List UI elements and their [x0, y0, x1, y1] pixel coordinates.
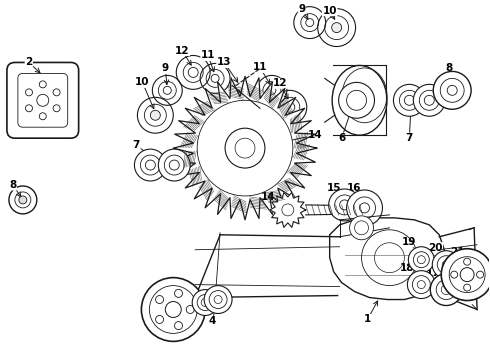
Ellipse shape	[332, 66, 387, 135]
Circle shape	[150, 110, 160, 120]
Circle shape	[441, 249, 490, 301]
Circle shape	[460, 268, 474, 282]
Circle shape	[433, 71, 471, 109]
Text: 21: 21	[450, 247, 465, 257]
Circle shape	[332, 23, 342, 32]
Circle shape	[204, 285, 232, 314]
Polygon shape	[330, 218, 444, 300]
Circle shape	[192, 289, 218, 315]
Circle shape	[339, 82, 374, 118]
Circle shape	[174, 321, 182, 330]
Text: 12: 12	[272, 78, 287, 88]
Circle shape	[451, 271, 458, 278]
Circle shape	[158, 149, 190, 181]
Circle shape	[464, 284, 470, 291]
Text: 19: 19	[402, 237, 416, 247]
Circle shape	[225, 128, 265, 168]
Text: 11: 11	[201, 50, 216, 60]
Text: 5: 5	[195, 316, 202, 327]
Circle shape	[477, 271, 484, 278]
Circle shape	[432, 251, 460, 279]
Text: 14: 14	[307, 130, 322, 140]
Circle shape	[156, 296, 164, 303]
Polygon shape	[270, 192, 306, 228]
Text: 14: 14	[261, 192, 275, 202]
Circle shape	[393, 84, 425, 116]
Text: 8: 8	[445, 63, 453, 73]
Text: 4: 4	[208, 316, 216, 327]
Text: 12: 12	[175, 45, 190, 55]
Circle shape	[349, 216, 373, 240]
Text: 2: 2	[25, 58, 32, 67]
FancyBboxPatch shape	[7, 62, 78, 138]
Circle shape	[174, 289, 182, 297]
Text: 1: 1	[364, 314, 371, 324]
Circle shape	[134, 149, 166, 181]
Text: 7: 7	[406, 133, 413, 143]
Circle shape	[142, 278, 205, 341]
Text: 17: 17	[426, 267, 441, 278]
Text: 7: 7	[133, 140, 140, 150]
Text: 15: 15	[326, 183, 341, 193]
Text: 3: 3	[152, 316, 159, 327]
Circle shape	[464, 258, 470, 265]
Polygon shape	[173, 76, 317, 220]
Text: 13: 13	[217, 58, 231, 67]
Text: 20: 20	[428, 243, 442, 253]
Text: 16: 16	[346, 183, 361, 193]
Circle shape	[329, 189, 361, 221]
Circle shape	[19, 196, 27, 204]
Circle shape	[414, 84, 445, 116]
Text: 9: 9	[162, 63, 169, 73]
Circle shape	[186, 306, 194, 314]
Text: 9: 9	[298, 4, 305, 14]
Circle shape	[346, 190, 383, 226]
Circle shape	[408, 247, 434, 273]
Text: 8: 8	[9, 180, 17, 190]
Circle shape	[156, 315, 164, 323]
Circle shape	[430, 274, 462, 306]
Text: 10: 10	[322, 6, 337, 15]
Text: 18: 18	[400, 263, 415, 273]
Circle shape	[407, 271, 435, 298]
Text: 10: 10	[135, 77, 149, 87]
Text: 6: 6	[338, 133, 345, 143]
Circle shape	[197, 100, 293, 196]
Text: 11: 11	[253, 62, 267, 72]
Circle shape	[165, 302, 181, 318]
